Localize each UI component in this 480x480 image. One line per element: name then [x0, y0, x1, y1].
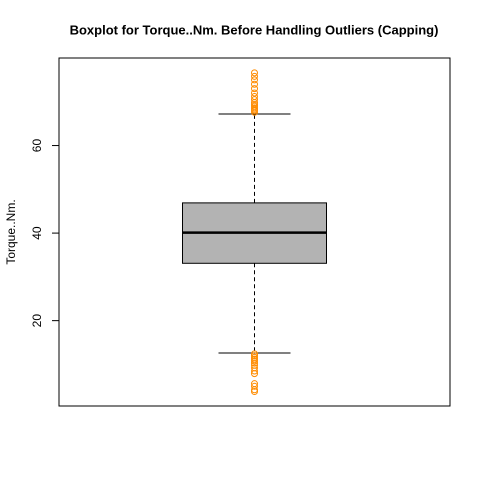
outlier: [251, 359, 258, 367]
outlier: [251, 89, 258, 97]
outlier: [251, 80, 258, 88]
y-tick-label: 20: [30, 314, 44, 328]
outlier: [251, 93, 258, 101]
outlier: [251, 367, 258, 375]
outlier: [251, 69, 258, 77]
y-tick-label: 40: [30, 226, 44, 240]
outlier: [251, 76, 258, 84]
outlier: [251, 388, 258, 396]
outlier: [251, 382, 258, 390]
y-axis-label: Torque..Nm.: [4, 199, 18, 264]
outlier: [251, 85, 258, 93]
y-tick-label: 60: [30, 139, 44, 153]
outlier: [251, 72, 258, 80]
chart-title: Boxplot for Torque..Nm. Before Handling …: [70, 22, 439, 37]
outlier: [251, 357, 258, 365]
outlier: [251, 370, 258, 378]
outlier: [251, 96, 258, 104]
